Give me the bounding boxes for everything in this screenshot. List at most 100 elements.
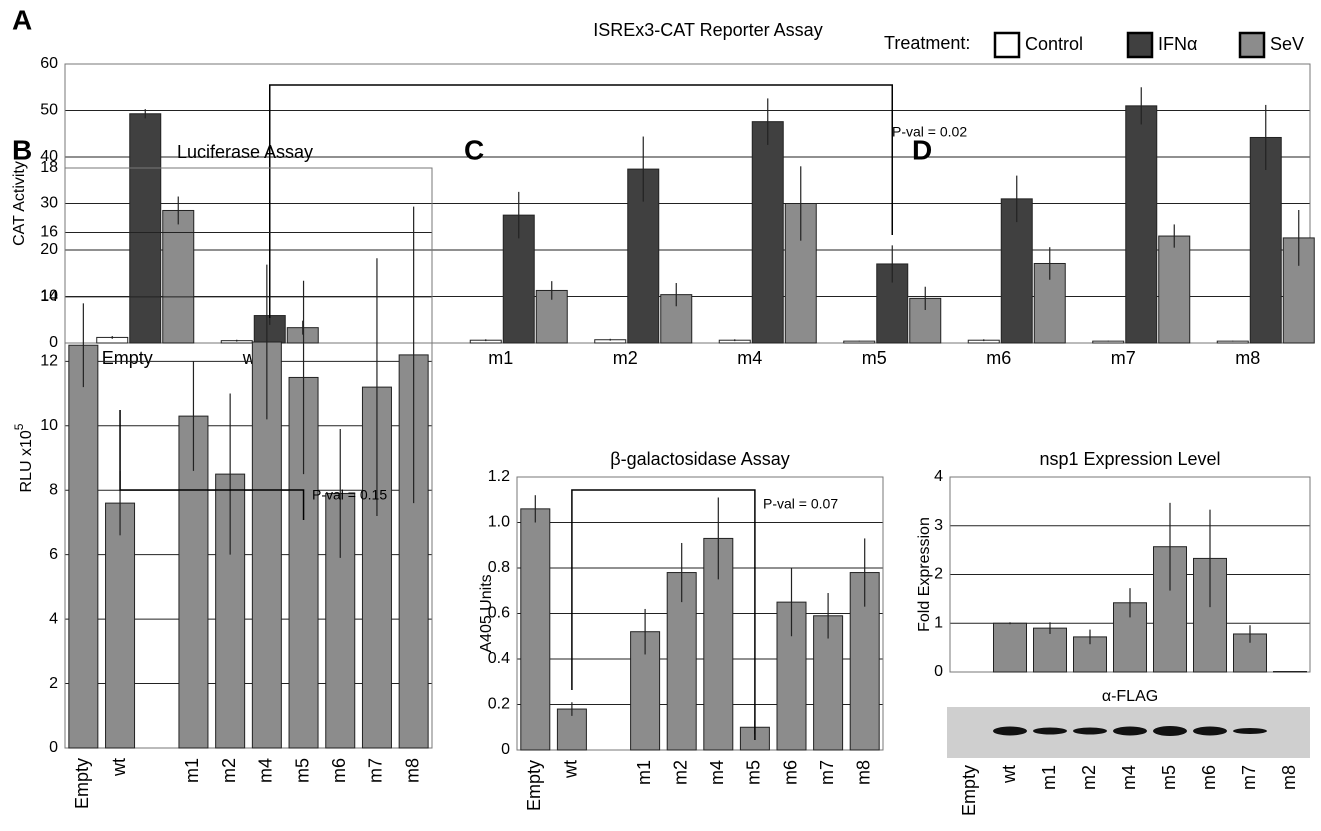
x-tick-label: wt	[999, 765, 1019, 784]
y-tick-label: 12	[40, 353, 58, 370]
blot-band	[1233, 728, 1267, 734]
blot-band	[993, 727, 1027, 736]
x-tick-label: Empty	[72, 758, 92, 809]
y-axis-label: CAT Activity	[11, 161, 28, 246]
y-tick-label: 20	[40, 241, 58, 258]
y-tick-label: 14	[40, 288, 58, 305]
legend-label: IFNα	[1158, 34, 1197, 54]
x-tick-label: m7	[1111, 348, 1136, 368]
bar	[1034, 628, 1067, 672]
x-tick-label: m6	[329, 758, 349, 783]
y-axis-label-text: CAT Activity	[11, 161, 28, 246]
y-tick-label: 0	[934, 663, 943, 680]
y-tick-label: 1.0	[488, 514, 510, 531]
y-tick-label: 2	[934, 566, 943, 583]
chart-title: ISREx3-CAT Reporter Assay	[593, 20, 822, 40]
x-tick-label: m6	[780, 760, 800, 785]
blot-band	[1153, 726, 1187, 736]
bar	[163, 210, 194, 343]
blot-label: α-FLAG	[1102, 688, 1158, 705]
y-axis-label-text: Fold Expression	[916, 517, 933, 632]
x-tick-label: Empty	[959, 765, 979, 816]
x-tick-label: m7	[817, 760, 837, 785]
x-tick-label: m1	[1039, 765, 1059, 790]
y-tick-label: 60	[40, 55, 58, 72]
x-tick-label: m1	[634, 760, 654, 785]
y-tick-label: 16	[40, 224, 58, 241]
panel-label: C	[464, 134, 484, 165]
y-tick-label: 4	[49, 610, 58, 627]
y-axis-label: RLU x105	[12, 423, 35, 492]
y-tick-label: 0.6	[488, 605, 510, 622]
annotation: P-val = 0.07	[763, 496, 838, 512]
x-tick-label: m8	[402, 758, 422, 783]
bar	[752, 122, 783, 343]
x-tick-label: m4	[256, 758, 276, 783]
x-tick-label: m1	[182, 758, 202, 783]
y-tick-label: 0	[49, 334, 58, 351]
x-tick-label: m5	[1159, 765, 1179, 790]
chart-title: Luciferase Assay	[177, 142, 313, 162]
x-tick-label: m5	[292, 758, 312, 783]
x-tick-label: Empty	[102, 348, 153, 368]
x-tick-label: m4	[707, 760, 727, 785]
blot-band	[1073, 728, 1107, 735]
x-tick-label: m1	[488, 348, 513, 368]
annotation: P-val = 0.15	[312, 487, 387, 503]
y-tick-label: 0.8	[488, 559, 510, 576]
x-tick-label: m5	[744, 760, 764, 785]
legend-swatch	[1240, 33, 1264, 57]
y-tick-label: 1.2	[488, 468, 510, 485]
y-tick-label: 0.4	[488, 650, 510, 667]
y-tick-label: 18	[40, 159, 58, 176]
x-tick-label: wt	[561, 760, 581, 779]
y-axis-label-exponent: 5	[12, 423, 26, 430]
x-tick-label: Empty	[524, 760, 544, 811]
y-tick-label: 3	[934, 517, 943, 534]
x-tick-label: m8	[853, 760, 873, 785]
bar	[69, 345, 98, 748]
bar	[1126, 106, 1157, 343]
panel-label: D	[912, 134, 932, 165]
y-tick-label: 0.2	[488, 696, 510, 713]
x-tick-label: m7	[1239, 765, 1259, 790]
y-axis-label-text: RLU x10	[18, 430, 35, 492]
x-tick-label: m8	[1279, 765, 1299, 790]
panel-label: B	[12, 134, 32, 165]
y-tick-label: 6	[49, 546, 58, 563]
y-axis-label: Fold Expression	[916, 517, 933, 632]
y-tick-label: 0	[49, 739, 58, 756]
x-tick-label: m4	[737, 348, 762, 368]
panel-label: A	[12, 4, 32, 35]
y-tick-label: 10	[40, 417, 58, 434]
x-tick-label: m6	[986, 348, 1011, 368]
bar	[106, 503, 135, 748]
x-tick-label: wt	[109, 758, 129, 777]
bar	[130, 114, 161, 343]
page: A ISREx3-CAT Reporter Assay CAT Activity 0 1…	[0, 0, 1321, 831]
legend-title: Treatment:	[884, 33, 970, 53]
blot-band	[1033, 728, 1067, 735]
x-tick-label: m2	[219, 758, 239, 783]
legend-swatch	[995, 33, 1019, 57]
x-tick-label: m2	[670, 760, 690, 785]
blot-band	[1113, 727, 1147, 736]
x-tick-label: m5	[862, 348, 887, 368]
y-tick-label: 8	[49, 481, 58, 498]
bar	[521, 509, 550, 750]
legend-swatch	[1128, 33, 1152, 57]
x-tick-label: m2	[1079, 765, 1099, 790]
y-tick-label: 1	[934, 614, 943, 631]
y-tick-label: 50	[40, 102, 58, 119]
y-tick-label: 2	[49, 675, 58, 692]
chart-title: nsp1 Expression Level	[1039, 449, 1220, 469]
legend-label: SeV	[1270, 34, 1304, 54]
x-tick-label: m6	[1199, 765, 1219, 790]
y-tick-label: 0	[501, 741, 510, 758]
x-tick-label: m8	[1235, 348, 1260, 368]
y-tick-label: 4	[934, 468, 943, 485]
y-tick-label: 30	[40, 195, 58, 212]
x-tick-label: m7	[366, 758, 386, 783]
x-tick-label: m4	[1119, 765, 1139, 790]
chart-title: β-galactosidase Assay	[610, 449, 789, 469]
